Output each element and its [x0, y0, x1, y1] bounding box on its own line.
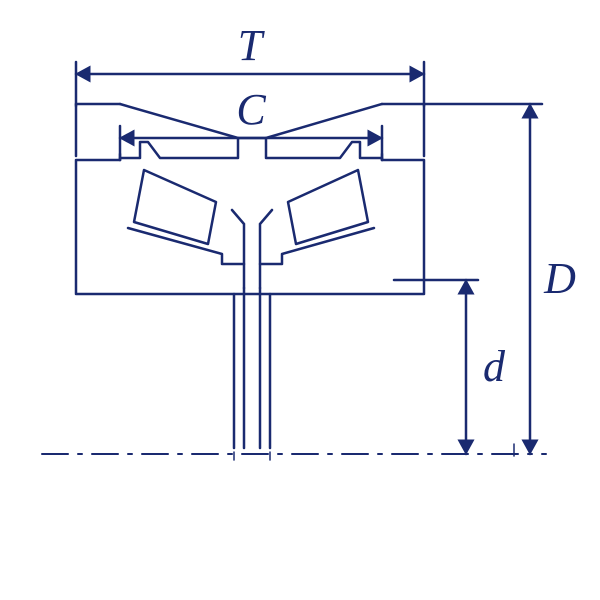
dim-label-d: d: [483, 342, 506, 391]
dim-label-D: D: [543, 254, 576, 303]
center-spacer: [232, 210, 272, 264]
outer-housing-profile: [76, 138, 424, 294]
dim-label-T: T: [238, 21, 266, 70]
dim-label-C: C: [236, 85, 266, 134]
